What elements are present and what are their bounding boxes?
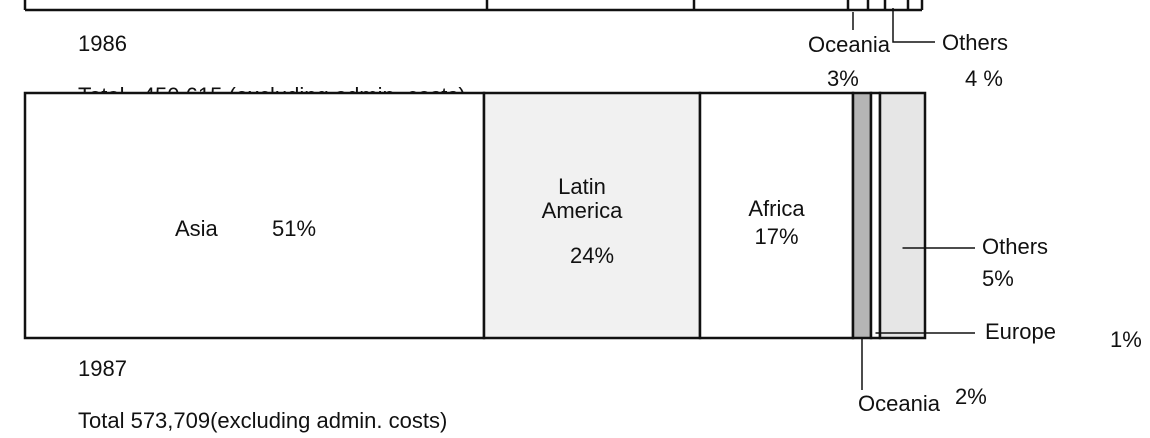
category-label: Oceania [858, 391, 941, 416]
bar-segment [869, 91, 882, 340]
category-label: Oceania [808, 32, 891, 57]
total-label: Total 573,709(excluding admin. costs) [78, 408, 447, 433]
category-label: Others [982, 234, 1048, 259]
callouts-1986 [852, 8, 935, 43]
category-label: Europe [985, 319, 1056, 344]
bar-segment [851, 91, 873, 340]
bar-segment [698, 91, 855, 340]
value-label: 1% [1110, 327, 1142, 352]
value-label: 3% [827, 66, 859, 91]
category-label: Latin America [541, 174, 623, 223]
category-label: Asia [175, 216, 219, 241]
value-label: 24% [570, 243, 614, 268]
bar-segment [878, 91, 927, 340]
category-label: Africa [748, 196, 805, 221]
value-label: 2% [955, 384, 987, 409]
year-label: 1986 [78, 31, 127, 56]
bar-segment [482, 91, 702, 340]
category-label: Others [942, 30, 1008, 55]
bar-1986-fragment [23, 0, 924, 12]
value-label: 17% [754, 224, 798, 249]
year-label: 1987 [78, 356, 127, 381]
bar-segment [23, 91, 486, 340]
value-label: 4 % [965, 66, 1003, 91]
value-label: 51% [272, 216, 316, 241]
labels-1987: Asia 51% 24% Africa 17% Others 5% Europe 1% Ocean… [175, 196, 1142, 416]
bar-1987 [23, 91, 927, 340]
value-label: 5% [982, 266, 1014, 291]
